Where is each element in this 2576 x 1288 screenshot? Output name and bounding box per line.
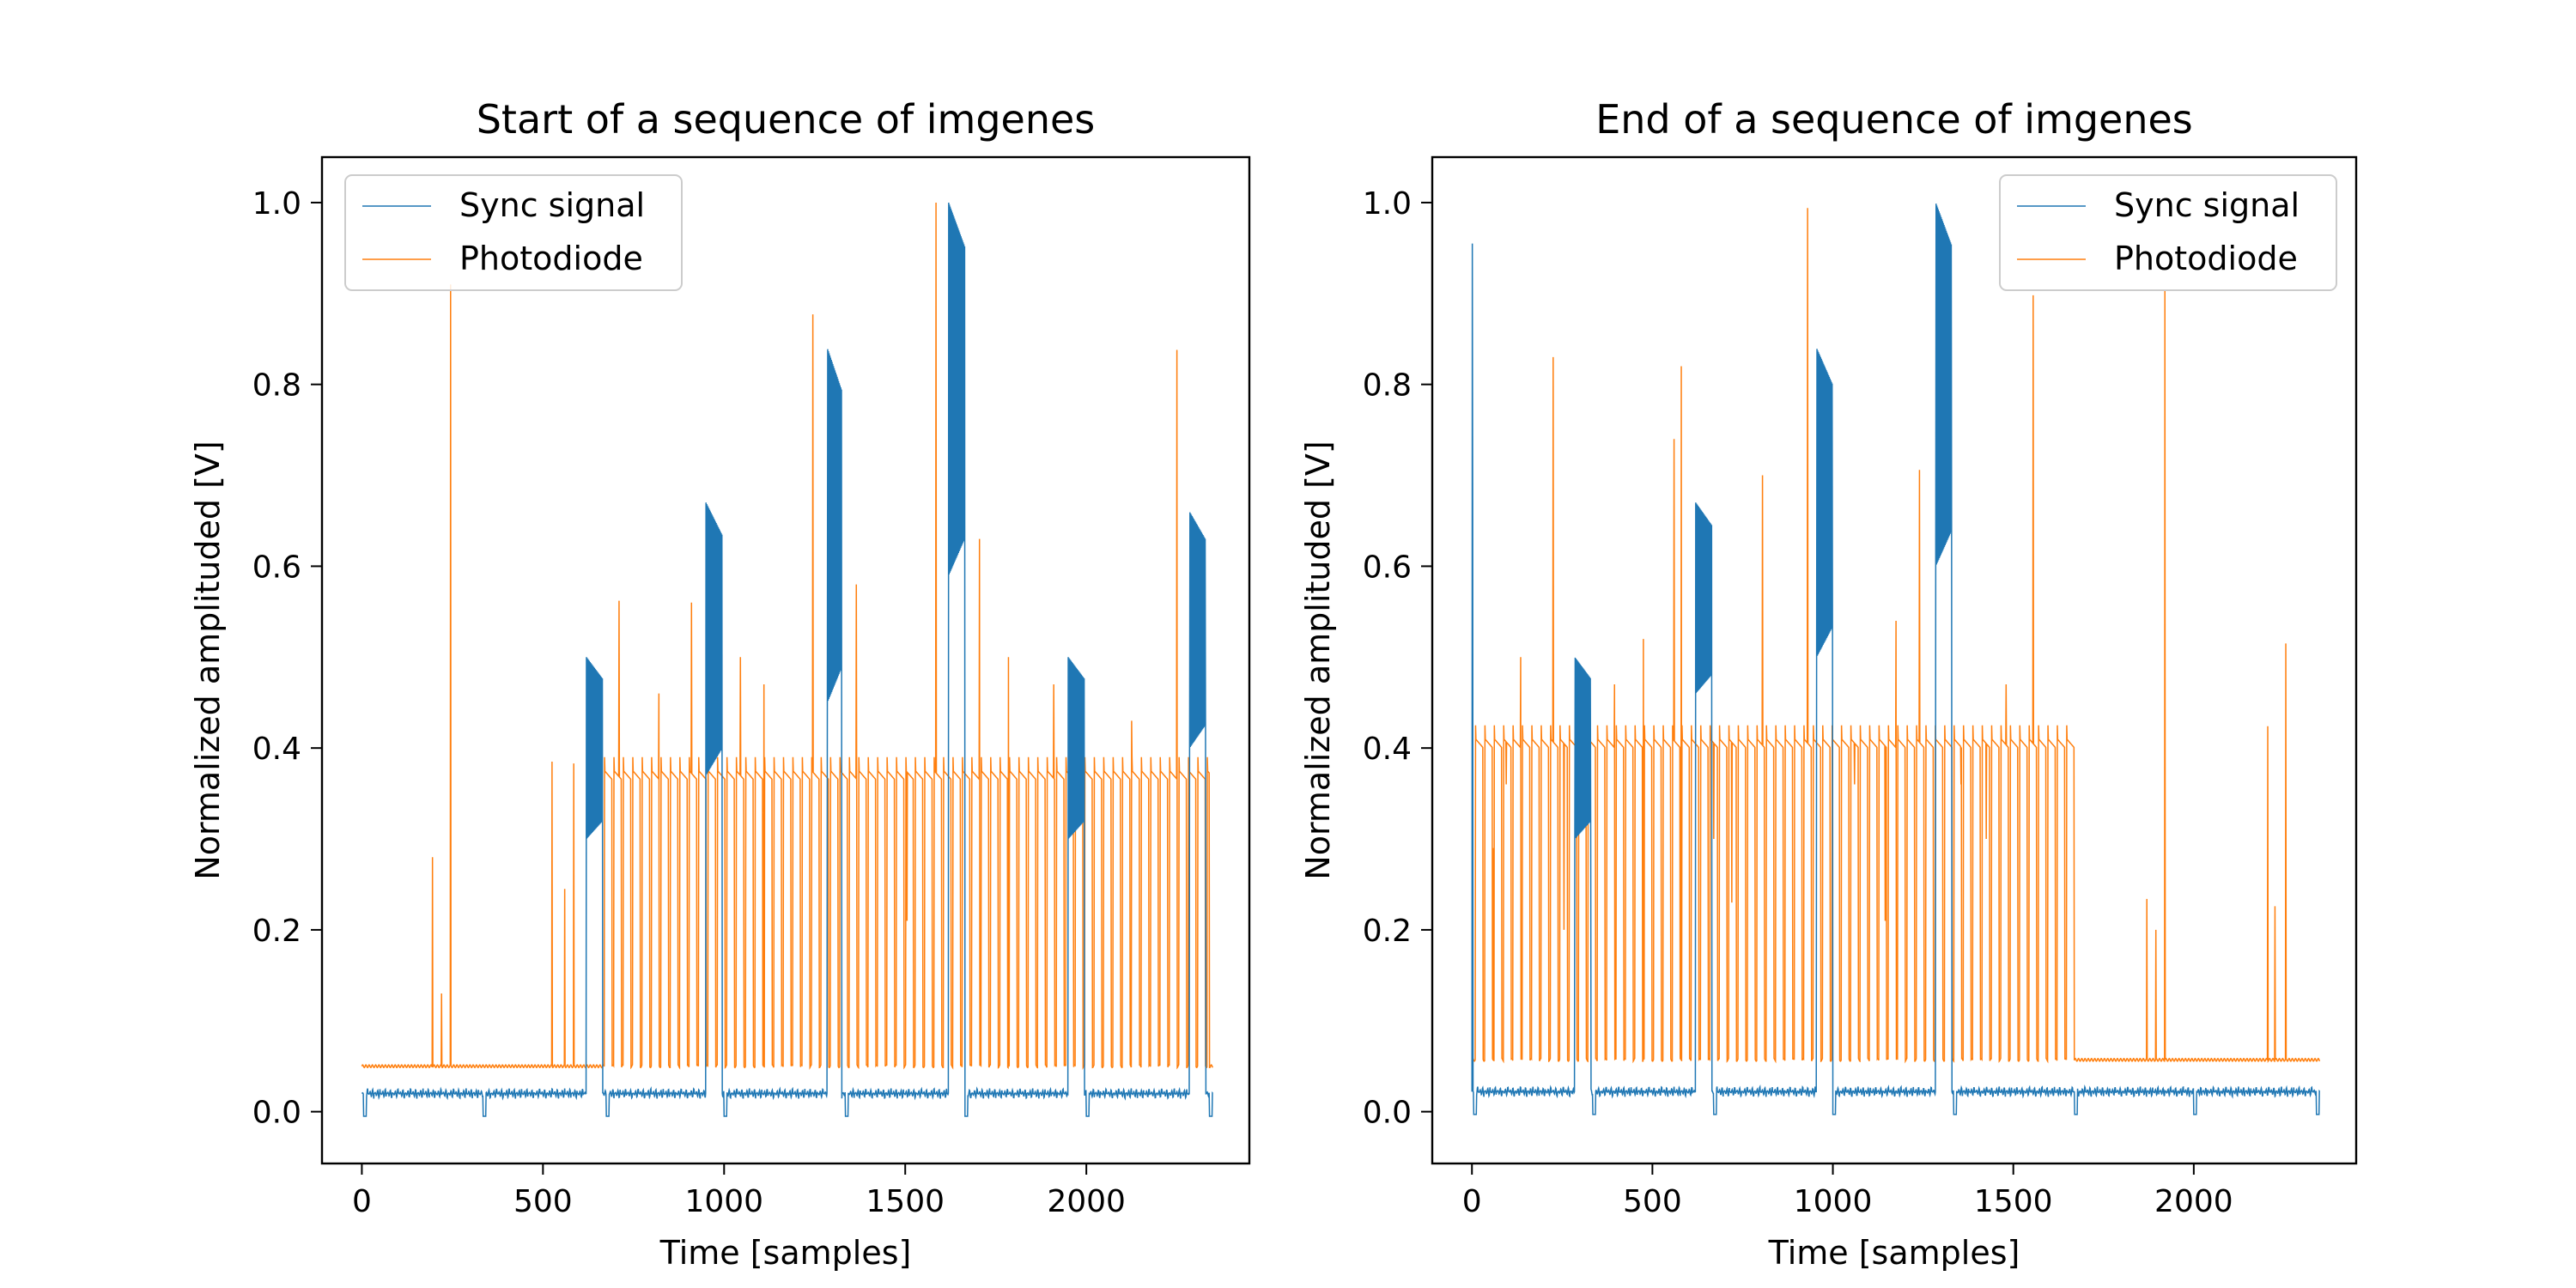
x-tick-label: 0: [1462, 1184, 1482, 1219]
y-tick-label: 0.2: [252, 914, 301, 949]
legend-end: Sync signal Photodiode: [1999, 174, 2337, 291]
chart-title-start: Start of a sequence of imgenes: [477, 96, 1096, 143]
x-tick-label: 500: [513, 1184, 573, 1219]
legend-label-sync-end: Sync signal: [2114, 186, 2300, 224]
x-tick-label: 2000: [1047, 1184, 1126, 1219]
series-sync-line: [1471, 204, 2321, 1115]
x-tick-label: 1500: [866, 1184, 945, 1219]
legend-label-photodiode-end: Photodiode: [2114, 240, 2298, 277]
y-axis-label-end: Normalized amplituded [V]: [1299, 440, 1337, 879]
y-tick-label: 0.0: [1363, 1096, 1412, 1131]
y-tick-label: 0.6: [252, 550, 301, 585]
y-tick-label: 0.0: [252, 1096, 301, 1131]
y-tick-label: 0.4: [252, 732, 301, 767]
y-tick-label: 0.4: [1363, 732, 1412, 767]
y-tick-label: 0.8: [252, 368, 301, 404]
panel-end: End of a sequence of imgenes Time [sampl…: [1299, 96, 2358, 1272]
legend-start: Sync signal Photodiode: [344, 174, 683, 291]
x-tick-label: 1500: [1974, 1184, 2053, 1219]
y-tick-label: 0.2: [1363, 914, 1412, 949]
y-axis-label-start: Normalized amplituded [V]: [189, 440, 227, 879]
y-ticks-start: 0.0 0.2 0.4 0.6 0.8 1.0: [252, 186, 322, 1131]
legend-label-photodiode-start: Photodiode: [459, 240, 643, 277]
panel-start: Start of a sequence of imgenes Time [sam…: [189, 96, 1251, 1272]
series-photodiode-line: [1471, 208, 2321, 1064]
axes-frame-end: [1431, 155, 2358, 1165]
plot-area-end: [1471, 204, 2321, 1115]
x-tick-label: 0: [352, 1184, 372, 1219]
y-tick-label: 0.6: [1363, 550, 1412, 585]
legend-box-start: [344, 174, 683, 291]
x-axis-label-start: Time [samples]: [659, 1234, 912, 1272]
x-tick-label: 2000: [2154, 1184, 2233, 1219]
y-ticks-end: 0.0 0.2 0.4 0.6 0.8 1.0: [1363, 186, 1432, 1131]
plot-area-start: [361, 202, 1214, 1117]
x-tick-label: 1000: [1794, 1184, 1873, 1219]
axes-frame-start: [320, 155, 1251, 1165]
legend-box-end: [1999, 174, 2337, 291]
legend-label-sync-start: Sync signal: [459, 186, 645, 224]
y-tick-label: 0.8: [1363, 368, 1412, 404]
x-ticks-start: 0 500 1000 1500 2000: [352, 1163, 1126, 1219]
y-tick-label: 1.0: [1363, 186, 1412, 222]
x-tick-label: 1000: [684, 1184, 763, 1219]
x-tick-label: 500: [1623, 1184, 1682, 1219]
x-axis-label-end: Time [samples]: [1768, 1234, 2020, 1272]
series-sync-line: [361, 202, 1213, 1117]
x-ticks-end: 0 500 1000 1500 2000: [1462, 1163, 2233, 1219]
y-tick-label: 1.0: [252, 186, 301, 222]
chart-title-end: End of a sequence of imgenes: [1595, 96, 2193, 143]
